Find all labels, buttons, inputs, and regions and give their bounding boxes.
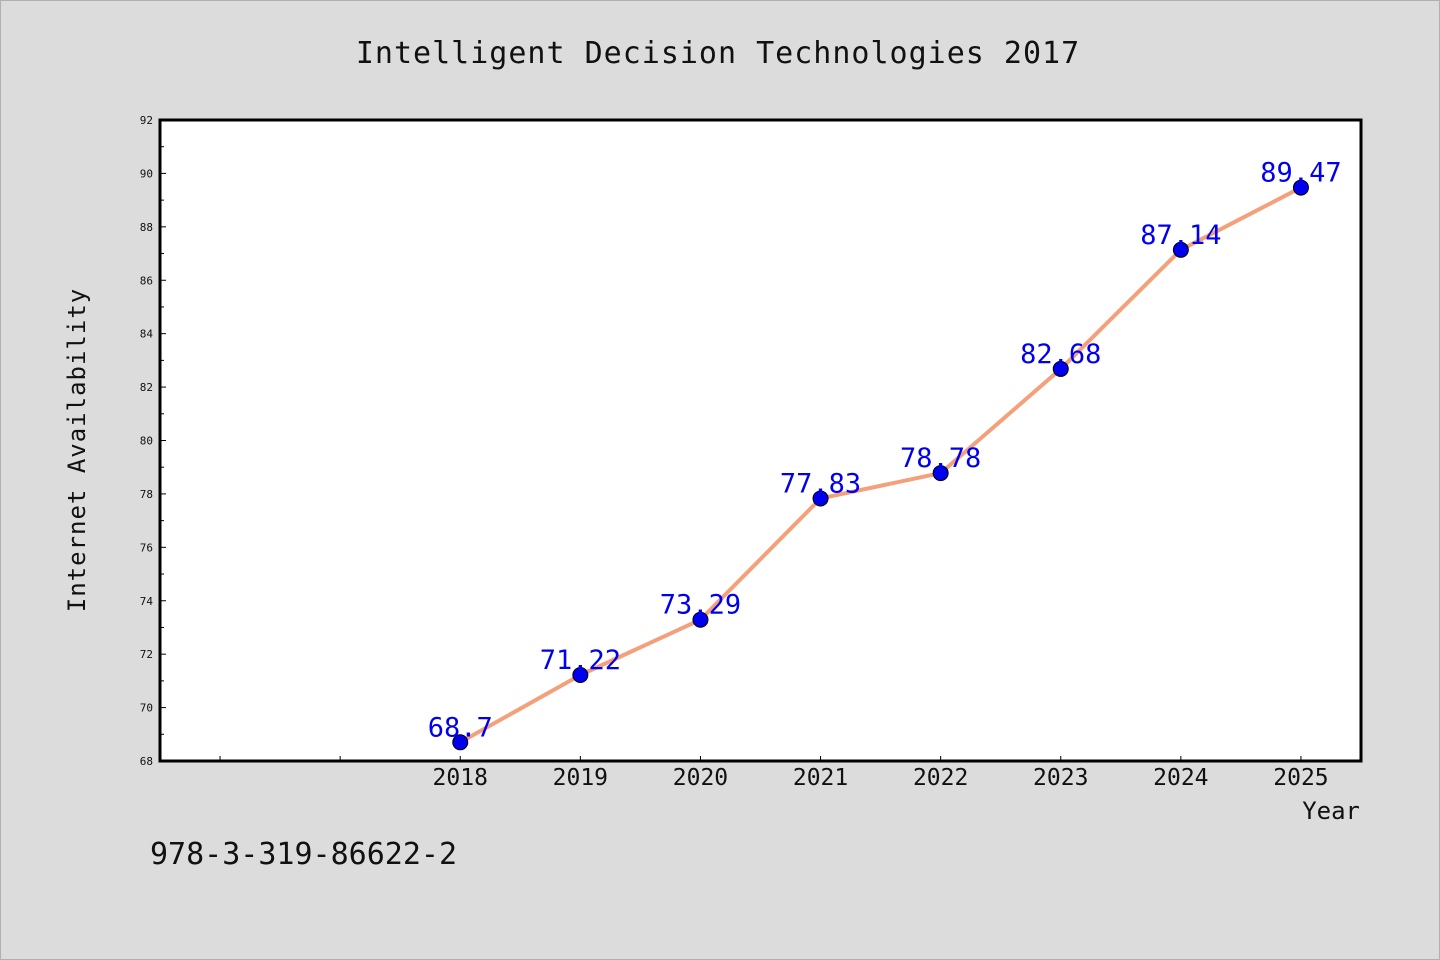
x-tick-label: 2018	[433, 765, 488, 791]
y-tick-label: 84	[140, 328, 154, 341]
y-tick-label: 82	[140, 381, 153, 394]
y-tick-label: 74	[140, 595, 154, 608]
data-label: 82.68	[1020, 339, 1101, 370]
x-tick-label: 2022	[913, 765, 968, 791]
data-label: 77.83	[780, 468, 861, 499]
data-label: 73.29	[660, 590, 741, 621]
data-label: 71.22	[540, 645, 621, 676]
data-point	[1292, 179, 1309, 196]
y-tick-label: 68	[140, 755, 153, 768]
footer-isbn: 978-3-319-86622-2	[150, 837, 457, 872]
data-point	[692, 611, 709, 628]
data-label: 89.47	[1260, 158, 1341, 189]
data-label: 87.14	[1140, 220, 1221, 251]
data-point	[812, 490, 829, 507]
y-tick-label: 90	[140, 167, 153, 180]
data-point	[572, 666, 589, 683]
y-tick-label: 76	[140, 541, 153, 554]
x-tick-label: 2019	[553, 765, 608, 791]
data-point	[932, 465, 949, 482]
x-axis-label: Year	[1302, 797, 1360, 825]
x-tick-label: 2023	[1033, 765, 1088, 791]
y-axis: 68 70 72 74 76 78 80 82 84 86 88 90 92	[140, 114, 166, 768]
x-axis: 2018 2019 2020 2021 2022 2023 2024 2025	[219, 756, 1329, 791]
y-axis-label: Internet Availability	[63, 288, 91, 612]
y-tick-label: 70	[140, 702, 153, 715]
series: 68.7 71.22 73.29 77.83 78.78 82.68 87.14 89.47	[428, 158, 1342, 751]
y-tick-label: 92	[140, 114, 153, 127]
data-label: 78.78	[900, 443, 981, 474]
data-point	[1172, 241, 1189, 258]
y-tick-label: 80	[140, 435, 153, 448]
y-tick-label: 86	[140, 274, 153, 287]
y-tick-label: 72	[140, 648, 153, 661]
y-tick-label: 88	[140, 221, 153, 234]
chart-title: Intelligent Decision Technologies 2017	[356, 36, 1080, 71]
plot-area	[158, 118, 1363, 763]
x-tick-label: 2024	[1153, 765, 1208, 791]
series-line	[458, 185, 1303, 745]
x-tick-label: 2025	[1273, 765, 1328, 791]
x-tick-label: 2021	[793, 765, 848, 791]
data-point	[1052, 360, 1069, 377]
data-point	[452, 734, 469, 751]
data-label: 68.7	[428, 712, 493, 743]
x-tick-label: 2020	[673, 765, 728, 791]
y-tick-label: 78	[140, 488, 153, 501]
